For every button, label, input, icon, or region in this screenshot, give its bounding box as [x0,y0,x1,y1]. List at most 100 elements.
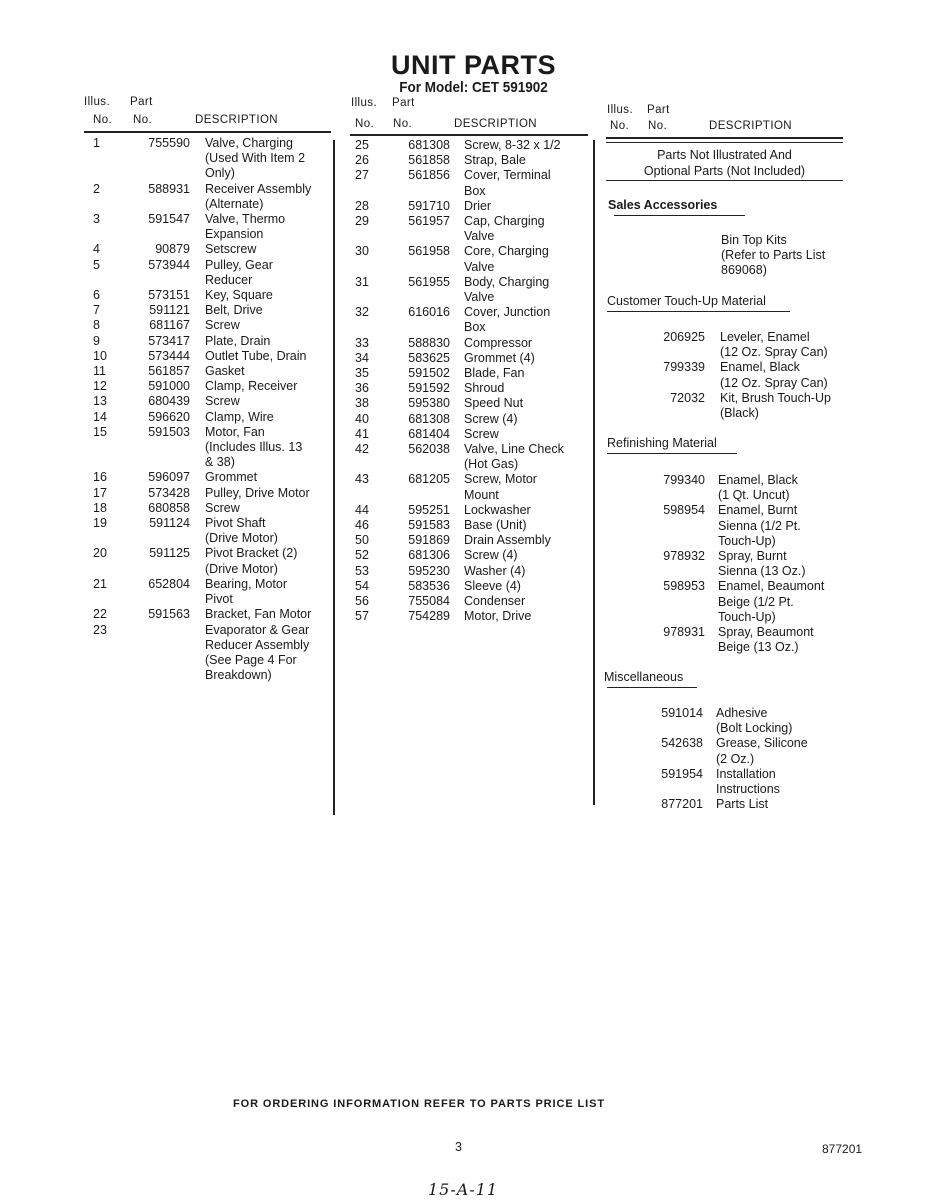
part-row: 23 Evaporator & Gear Reducer Assembly (Se… [93,623,333,684]
illus-number: 9 [93,333,100,348]
illus-number: 14 [93,409,107,424]
illus-number: 21 [93,576,107,591]
part-description: Parts List [716,797,769,812]
part-row: 7 591121 Belt, Drive [93,303,333,318]
part-row: 591014 Adhesive (Bolt Locking) [640,706,845,736]
part-number: 591503 [148,424,190,439]
part-number: 598954 [663,503,705,518]
part-number: 652804 [148,576,190,591]
handwritten-note: 15-A-11 [428,1180,499,1199]
part-description: Screw, Motor Mount [464,472,537,502]
part-number: 573151 [148,288,190,303]
col3-no-label: No. [610,120,630,132]
part-row: 6 573151 Key, Square [93,288,333,303]
document-number: 877201 [822,1142,863,1156]
part-row: 44 595251 Lockwasher [355,503,591,518]
illus-number: 54 [355,578,369,593]
illus-number: 35 [355,366,369,381]
parts-list-column-2: 25 681308 Screw, 8-32 x 1/2 26 561858 Strap, … [355,138,591,625]
col2-description-label: DESCRIPTION [454,118,537,130]
illus-number: 52 [355,548,369,563]
section-refinishing: Refinishing Material [607,436,717,450]
part-row: 54 583536 Sleeve (4) [355,579,591,594]
part-number: 598953 [663,579,705,594]
refinishing-underline [607,453,737,454]
part-row: 50 591869 Drain Assembly [355,533,591,548]
illus-number: 27 [355,168,369,183]
part-number: 591592 [408,381,450,396]
col1-part-label: Part [130,96,153,108]
part-number: 591869 [408,533,450,548]
part-row: 598954 Enamel, Burnt Sienna (1/2 Pt. Touc… [640,503,845,549]
part-description: Installation Instructions [716,766,780,797]
part-number: 561856 [408,168,450,183]
part-description: Screw [205,318,240,333]
part-number: 542638 [661,736,703,751]
col2-part-label: Part [392,97,415,109]
column-divider-2 [593,140,595,805]
part-row: 542638 Grease, Silicone (2 Oz.) [640,736,845,766]
part-description: Speed Nut [464,396,524,411]
part-row: 8 681167 Screw [93,318,333,333]
part-number: 596620 [148,409,190,424]
part-number: 206925 [663,330,705,344]
part-row: 27 561856 Cover, Terminal Box [355,168,591,198]
part-description: Grease, Silicone (2 Oz.) [716,736,808,766]
part-number: 595251 [408,502,450,517]
illus-number: 26 [355,153,369,168]
part-description: Cap, Charging Valve [464,214,545,244]
col3-illus-label: Illus. [607,104,634,116]
part-row: 41 681404 Screw [355,427,591,442]
illus-number: 30 [355,244,369,259]
illus-number: 6 [93,288,100,303]
part-description: Enamel, Beaumont Beige (1/2 Pt. Touch-Up… [718,579,825,624]
part-number: 591583 [408,518,450,533]
illus-number: 4 [93,242,100,257]
miscellaneous-list: 591014 Adhesive (Bolt Locking) 542638 Greas… [640,706,845,812]
part-description: Adhesive (Bolt Locking) [716,706,793,736]
col2-header-rule [350,134,588,136]
part-row: 16 596097 Grommet [93,470,333,485]
part-description: Evaporator & Gear Reducer Assembly (See … [205,622,310,683]
part-number: 799339 [663,360,705,375]
illus-number: 40 [355,411,369,426]
part-number: 561857 [148,364,190,379]
page-number: 3 [455,1140,462,1154]
part-description: Screw [205,394,240,409]
part-description: Blade, Fan [464,366,525,381]
illus-number: 23 [93,622,107,637]
illus-number: 43 [355,472,369,487]
part-row: 43 681205 Screw, Motor Mount [355,472,591,502]
illus-number: 16 [93,470,107,485]
part-row: 9 573417 Plate, Drain [93,334,333,349]
illus-number: 13 [93,394,107,409]
illus-number: 17 [93,485,107,500]
illus-number: 53 [355,563,369,578]
illus-number: 1 [93,136,100,150]
part-row: 5 573944 Pulley, Gear Reducer [93,258,333,288]
part-number: 588931 [148,181,190,196]
part-number: 681308 [408,411,450,426]
part-row: 25 681308 Screw, 8-32 x 1/2 [355,138,591,153]
ordering-note: FOR ORDERING INFORMATION REFER TO PARTS … [233,1098,605,1110]
part-description: Drain Assembly [464,533,551,548]
illus-number: 5 [93,257,100,272]
part-row: 26 561858 Strap, Bale [355,153,591,168]
part-number: 583625 [408,350,450,365]
part-number: 573944 [148,257,190,272]
part-number: 755590 [148,136,190,150]
part-number: 90879 [155,242,190,257]
part-number: 978932 [663,549,705,564]
section-sales-accessories: Sales Accessories [608,198,718,212]
illus-number: 10 [93,348,107,363]
part-number: 583536 [408,578,450,593]
illus-number: 38 [355,396,369,411]
part-number: 978931 [663,625,705,640]
col1-no-label: No. [93,114,113,126]
part-row: 42 562038 Valve, Line Check (Hot Gas) [355,442,591,472]
part-number: 591547 [148,212,190,227]
part-number: 681205 [408,472,450,487]
part-number: 680439 [148,394,190,409]
col1-no-label-2: No. [133,114,153,126]
part-row: 11 561857 Gasket [93,364,333,379]
